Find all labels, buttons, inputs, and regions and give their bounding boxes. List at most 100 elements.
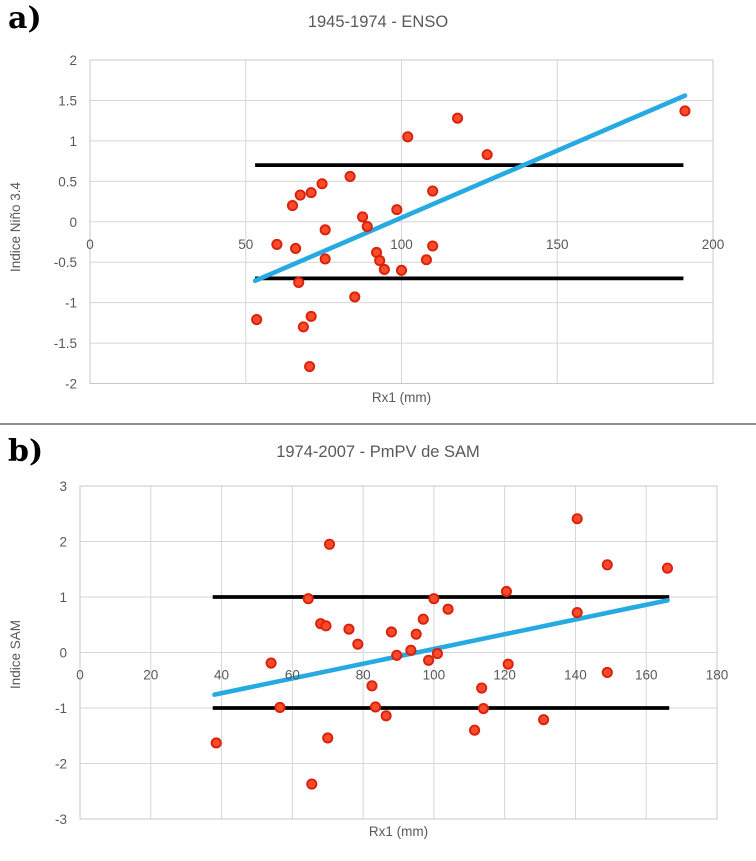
data-point xyxy=(427,185,439,197)
data-point xyxy=(366,680,378,692)
data-point xyxy=(293,276,305,288)
chart-b-title: 1974-2007 - PmPV de SAM xyxy=(276,443,480,461)
data-point xyxy=(679,105,691,117)
data-point xyxy=(352,638,364,650)
panel-b: 0 20 40 60 80 100 120 140 160 180 3 2 1 0 -1 -2 -3 b) 19… xyxy=(0,425,756,856)
data-point xyxy=(601,666,613,679)
data-point xyxy=(294,189,306,201)
data-point xyxy=(385,626,397,638)
data-point xyxy=(319,253,331,265)
data-point xyxy=(357,211,369,223)
data-point xyxy=(391,649,403,661)
data-point xyxy=(369,701,382,713)
data-point xyxy=(374,255,386,267)
data-point xyxy=(502,658,514,670)
chart-b-y-axis-title: Indice SAM xyxy=(8,619,23,689)
data-point xyxy=(571,606,583,619)
chart-b-x-axis-title: Rx1 (mm) xyxy=(368,824,429,839)
data-point xyxy=(427,240,439,252)
x-tick-label: 200 xyxy=(702,237,725,252)
y-tick-label: 2 xyxy=(69,53,77,68)
data-points xyxy=(210,513,674,790)
chart-a-y-axis-title: Indice Niño 3.4 xyxy=(8,181,23,272)
data-point xyxy=(305,310,317,322)
gridlines xyxy=(89,59,714,384)
data-point xyxy=(306,778,318,790)
chart-a-title: 1945-1974 - ENSO xyxy=(307,13,449,31)
chart-b-plot-area: 0 20 40 60 80 100 120 140 160 180 3 2 1 0 -1 -2 -3 xyxy=(0,425,756,856)
data-point xyxy=(304,360,316,373)
data-point xyxy=(286,200,299,212)
scatter-chart-a-svg: 0 50 100 150 200 2 1.5 1 0.5 0 -0.5 -1 -1.5 -2 xyxy=(54,53,725,392)
data-point xyxy=(349,291,361,303)
y-tick-label: -2 xyxy=(55,757,67,772)
x-tick-label: 120 xyxy=(493,668,516,683)
y-tick-label: 0 xyxy=(59,646,67,661)
y-tick-label: 0 xyxy=(69,215,77,230)
y-tick-label: 0.5 xyxy=(58,174,77,189)
data-point xyxy=(452,112,464,124)
data-point xyxy=(271,238,283,250)
data-point xyxy=(274,701,286,713)
y-tick-label: -2 xyxy=(65,377,77,392)
y-tick-label: 1.5 xyxy=(58,93,77,108)
plot-border xyxy=(89,59,714,384)
data-point xyxy=(323,538,336,550)
data-point xyxy=(601,559,613,571)
y-tick-label: -1.5 xyxy=(54,336,77,351)
data-point xyxy=(405,644,417,656)
x-tick-label: 40 xyxy=(214,668,229,683)
x-tick-label: 80 xyxy=(356,668,371,683)
y-tick-label: -1 xyxy=(65,296,77,311)
x-tick-label: 100 xyxy=(423,668,446,683)
y-tick-label: 3 xyxy=(59,479,67,494)
y-tick-label: 2 xyxy=(59,535,67,550)
panel-a: 0 50 100 150 200 2 1.5 1 0.5 0 -0.5 -1 -1.5 -2 a) 194… xyxy=(0,0,756,423)
data-point xyxy=(290,242,302,254)
data-point xyxy=(428,593,440,605)
x-tick-label: 140 xyxy=(564,668,587,683)
data-points xyxy=(251,105,691,373)
x-tick-labels: 0 20 40 60 80 100 120 140 160 180 xyxy=(76,668,728,683)
y-tick-label: -1 xyxy=(55,701,67,716)
panel-a-label: a) xyxy=(8,1,42,36)
data-point xyxy=(344,170,356,183)
chart-a-plot-area: 0 50 100 150 200 2 1.5 1 0.5 0 -0.5 -1 -1.5 -2 xyxy=(0,0,756,423)
trendline xyxy=(212,598,670,697)
data-point xyxy=(251,314,263,326)
data-point xyxy=(380,710,392,722)
data-point xyxy=(420,254,432,266)
data-point xyxy=(343,623,355,635)
data-point xyxy=(410,628,422,640)
panel-b-label: b) xyxy=(8,434,44,469)
data-point xyxy=(395,264,408,276)
data-point xyxy=(500,585,512,597)
x-tick-label: 160 xyxy=(635,668,658,683)
data-point xyxy=(571,513,583,525)
data-point xyxy=(302,593,314,605)
y-tick-labels: 3 2 1 0 -1 -2 -3 xyxy=(55,479,67,827)
data-point xyxy=(442,603,454,615)
x-tick-label: 50 xyxy=(238,237,253,252)
data-point xyxy=(305,187,317,199)
data-point xyxy=(297,321,309,333)
data-point xyxy=(469,724,481,736)
data-point xyxy=(423,654,435,666)
trendline xyxy=(252,93,688,284)
y-tick-label: 1 xyxy=(59,590,67,605)
data-point xyxy=(538,714,550,726)
data-point xyxy=(319,224,331,236)
scatter-chart-b-svg: 0 20 40 60 80 100 120 140 160 180 3 2 1 0 -1 -2 -3 xyxy=(55,479,728,827)
data-point xyxy=(391,204,403,216)
panel-divider xyxy=(0,423,756,425)
x-tick-label: 100 xyxy=(390,237,413,252)
y-tick-label: -0.5 xyxy=(54,255,77,270)
y-tick-label: 1 xyxy=(69,134,77,149)
data-point xyxy=(322,732,334,744)
data-point xyxy=(481,149,493,161)
x-tick-label: 150 xyxy=(546,237,569,252)
data-point xyxy=(431,648,443,660)
chart-a-x-axis-title: Rx1 (mm) xyxy=(371,390,432,405)
x-tick-label: 180 xyxy=(706,668,729,683)
y-tick-labels: 2 1.5 1 0.5 0 -0.5 -1 -1.5 -2 xyxy=(54,53,77,392)
